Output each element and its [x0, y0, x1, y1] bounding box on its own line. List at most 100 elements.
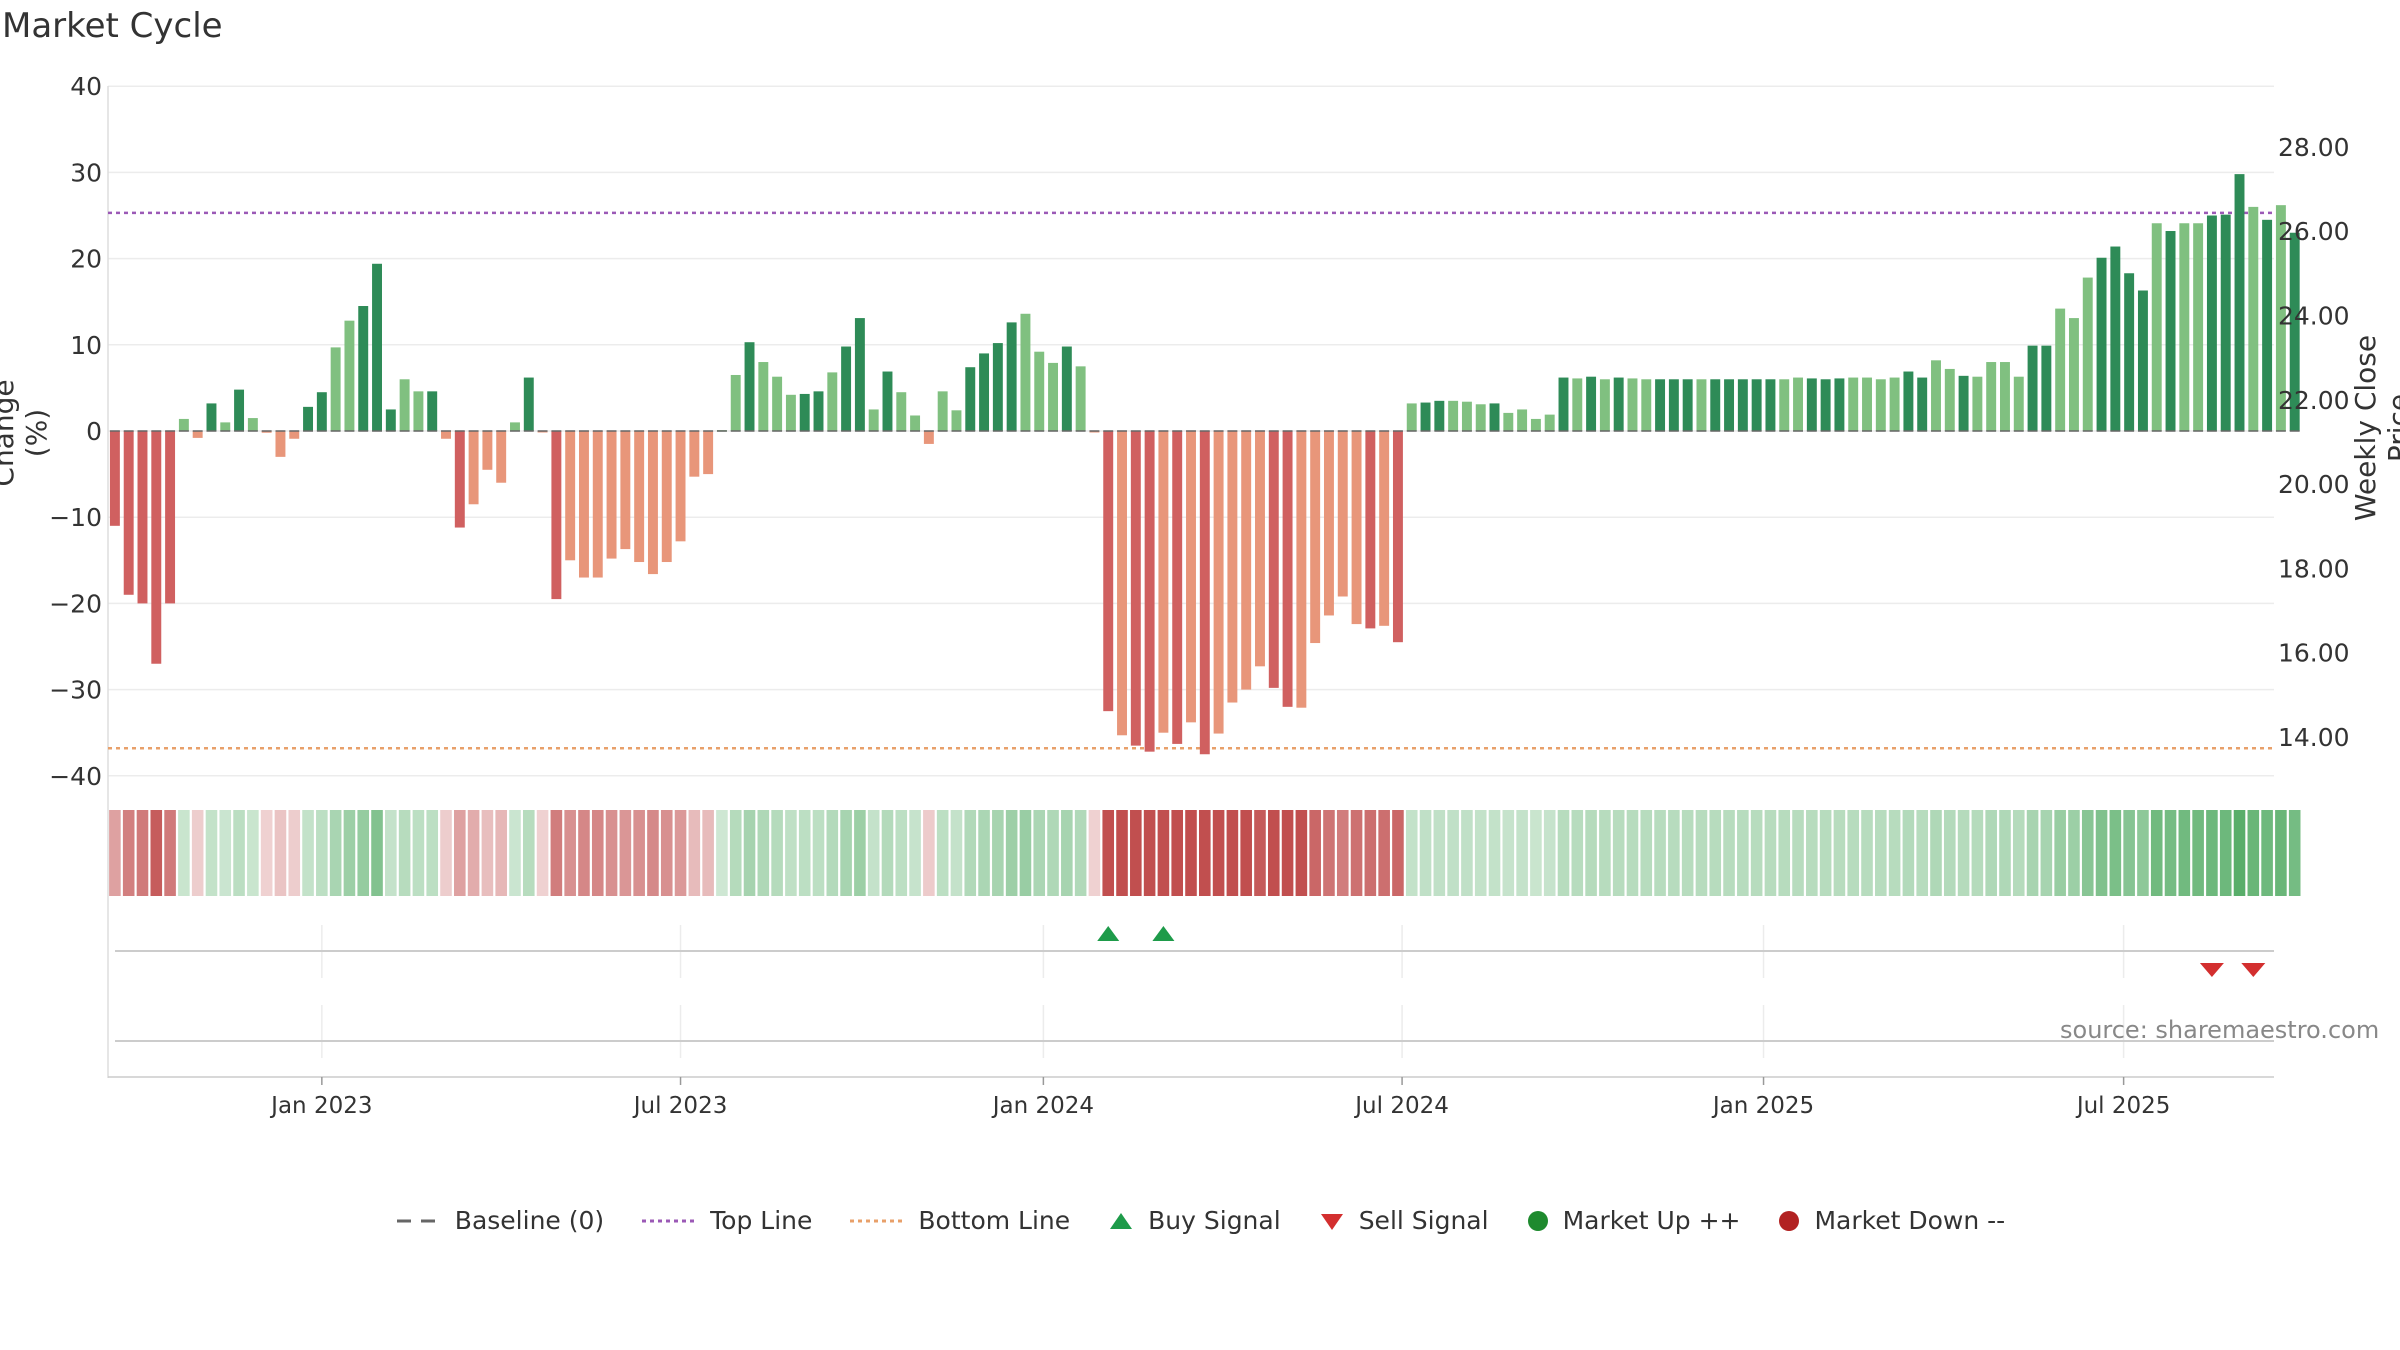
change-bar [1006, 322, 1017, 431]
regime-cell [950, 810, 963, 896]
regime-cell [398, 810, 411, 896]
change-bar [496, 431, 507, 483]
change-bar [2027, 345, 2038, 431]
regime-cell [1778, 810, 1791, 896]
regime-cell [2054, 810, 2066, 896]
regime-cell [702, 810, 714, 896]
change-bar [1737, 379, 1748, 431]
regime-cell [2288, 810, 2301, 896]
regime-cell [302, 810, 314, 896]
change-bar [2041, 345, 2052, 431]
legend-item-market-up[interactable]: Market Up ++ [1525, 1206, 1741, 1235]
change-bar [923, 431, 934, 444]
change-bar [468, 431, 479, 505]
change-bar [1806, 378, 1817, 431]
y2-tick-label: 28.00 [2278, 133, 2350, 162]
change-bar [178, 418, 189, 431]
regime-cell [329, 810, 342, 896]
regime-cell [1088, 810, 1101, 896]
x-axis-ticks: Jan 2023 Jul 2023 Jan 2024 Jul 2024 Jan 2025… [269, 1077, 2170, 1119]
legend-label-top-line: Top Line [710, 1206, 813, 1235]
legend-item-bottom-line[interactable]: Bottom Line [848, 1206, 1070, 1235]
y-tick-label: −30 [49, 676, 102, 705]
legend-item-baseline[interactable]: Baseline (0) [395, 1206, 604, 1235]
change-bar [1862, 377, 1872, 431]
regime-cell [2233, 810, 2246, 896]
change-bar [220, 422, 231, 431]
regime-cell [2123, 810, 2135, 896]
change-bar [137, 431, 148, 604]
x-tick-label: Jan 2024 [991, 1093, 1094, 1119]
regime-cell [1875, 810, 1887, 896]
regime-cell [1957, 810, 1970, 896]
regime-cell [1240, 810, 1252, 896]
regime-cell [536, 810, 549, 896]
y2-tick-label: 20.00 [2278, 470, 2350, 499]
change-bar [1972, 376, 1983, 431]
regime-cell [1019, 810, 1032, 896]
regime-cell [1254, 810, 1266, 896]
legend-item-top-line[interactable]: Top Line [640, 1206, 812, 1235]
regime-cell [426, 810, 439, 896]
change-bar [2068, 318, 2079, 431]
change-bar [441, 431, 451, 439]
change-bar [813, 391, 824, 431]
buy-signal-marker [1097, 926, 1120, 941]
change-bar [1061, 346, 1072, 431]
regime-cell [964, 810, 977, 896]
change-bar [192, 431, 203, 438]
change-bar [799, 393, 810, 431]
regime-cell [1488, 810, 1501, 896]
regime-cell [1640, 810, 1653, 896]
change-bar [772, 376, 783, 431]
change-bar [247, 418, 258, 431]
change-bar [1048, 362, 1059, 431]
regime-cell [1047, 810, 1059, 896]
regime-cell [122, 810, 135, 896]
change-bar [109, 431, 120, 526]
change-bar [385, 409, 396, 431]
regime-cell [1833, 810, 1846, 896]
regime-cell [923, 810, 935, 896]
change-bar [910, 415, 921, 431]
change-bar [1323, 431, 1334, 616]
legend-item-buy-signal[interactable]: Buy Signal [1106, 1206, 1281, 1235]
change-bar [2165, 231, 2176, 431]
regime-cell [978, 810, 990, 896]
regime-cell [288, 810, 301, 896]
change-bar [827, 372, 838, 431]
legend-label-market-up: Market Up ++ [1562, 1206, 1741, 1235]
regime-cell [936, 810, 949, 896]
regime-cell [1005, 810, 1018, 896]
sell-signal-marker [2241, 963, 2266, 977]
change-bar [2151, 223, 2162, 431]
regime-cell [591, 810, 604, 896]
change-bar [937, 391, 948, 431]
regime-cell [1185, 810, 1197, 896]
legend-item-market-down[interactable]: Market Down -- [1776, 1206, 2005, 1235]
legend-item-sell-signal[interactable]: Sell Signal [1317, 1206, 1489, 1235]
regime-cell [1709, 810, 1722, 896]
regime-cell [1502, 810, 1515, 896]
regime-cell [1433, 810, 1446, 896]
regime-cell [1654, 810, 1666, 896]
change-bar [427, 391, 438, 431]
change-bar [1655, 379, 1666, 431]
regime-cell [1806, 810, 1818, 896]
regime-cell [440, 810, 452, 896]
change-bar [620, 431, 631, 550]
regime-cell [895, 810, 908, 896]
regime-strip [109, 810, 2301, 896]
change-bar [1199, 431, 1210, 755]
change-bar [551, 431, 562, 600]
regime-cell [2040, 810, 2053, 896]
buy-signal-marker [1152, 926, 1175, 941]
change-bar [1158, 431, 1169, 733]
y2-tick-label: 14.00 [2278, 723, 2350, 752]
regime-cell [1199, 810, 1211, 896]
change-bar [2234, 174, 2245, 431]
legend-label-buy-signal: Buy Signal [1148, 1206, 1281, 1235]
change-bar [2220, 214, 2231, 431]
regime-cell [136, 810, 149, 896]
regime-cell [2192, 810, 2204, 896]
